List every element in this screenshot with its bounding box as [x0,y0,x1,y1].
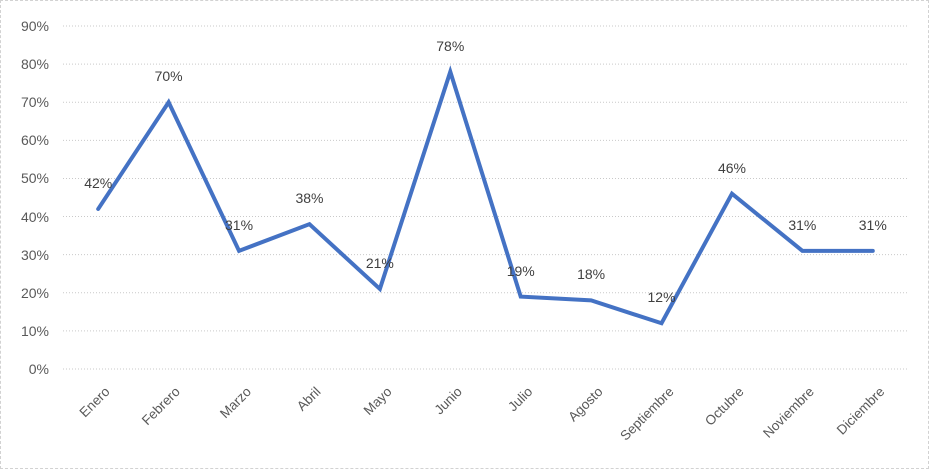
data-point-label: 38% [295,190,324,207]
y-axis-tick-label: 40% [20,208,49,225]
data-point-label: 21% [365,254,394,271]
y-axis-tick-label: 20% [20,284,49,301]
y-axis-tick-label: 30% [20,246,49,263]
data-point-label: 31% [788,216,817,233]
data-series-line [96,65,875,326]
data-point-label: 31% [225,216,254,233]
y-axis-tick-label: 80% [20,56,49,73]
y-axis-tick-label: 10% [20,322,49,339]
data-point-label: 31% [858,216,887,233]
data-point-label: 78% [436,37,465,54]
y-axis-tick-label: 60% [20,132,49,149]
data-point-label: 46% [717,159,746,176]
data-point-label: 42% [84,174,113,191]
y-axis-tick-label: 50% [20,170,49,187]
data-point-label: 19% [506,262,535,279]
y-axis-tick-label: 0% [28,361,49,377]
data-point-label: 70% [154,68,183,85]
y-axis-tick-label: 90% [20,18,49,34]
data-point-label: 12% [647,289,676,306]
data-point-label: 18% [577,266,606,283]
y-axis-tick-label: 70% [20,94,49,111]
